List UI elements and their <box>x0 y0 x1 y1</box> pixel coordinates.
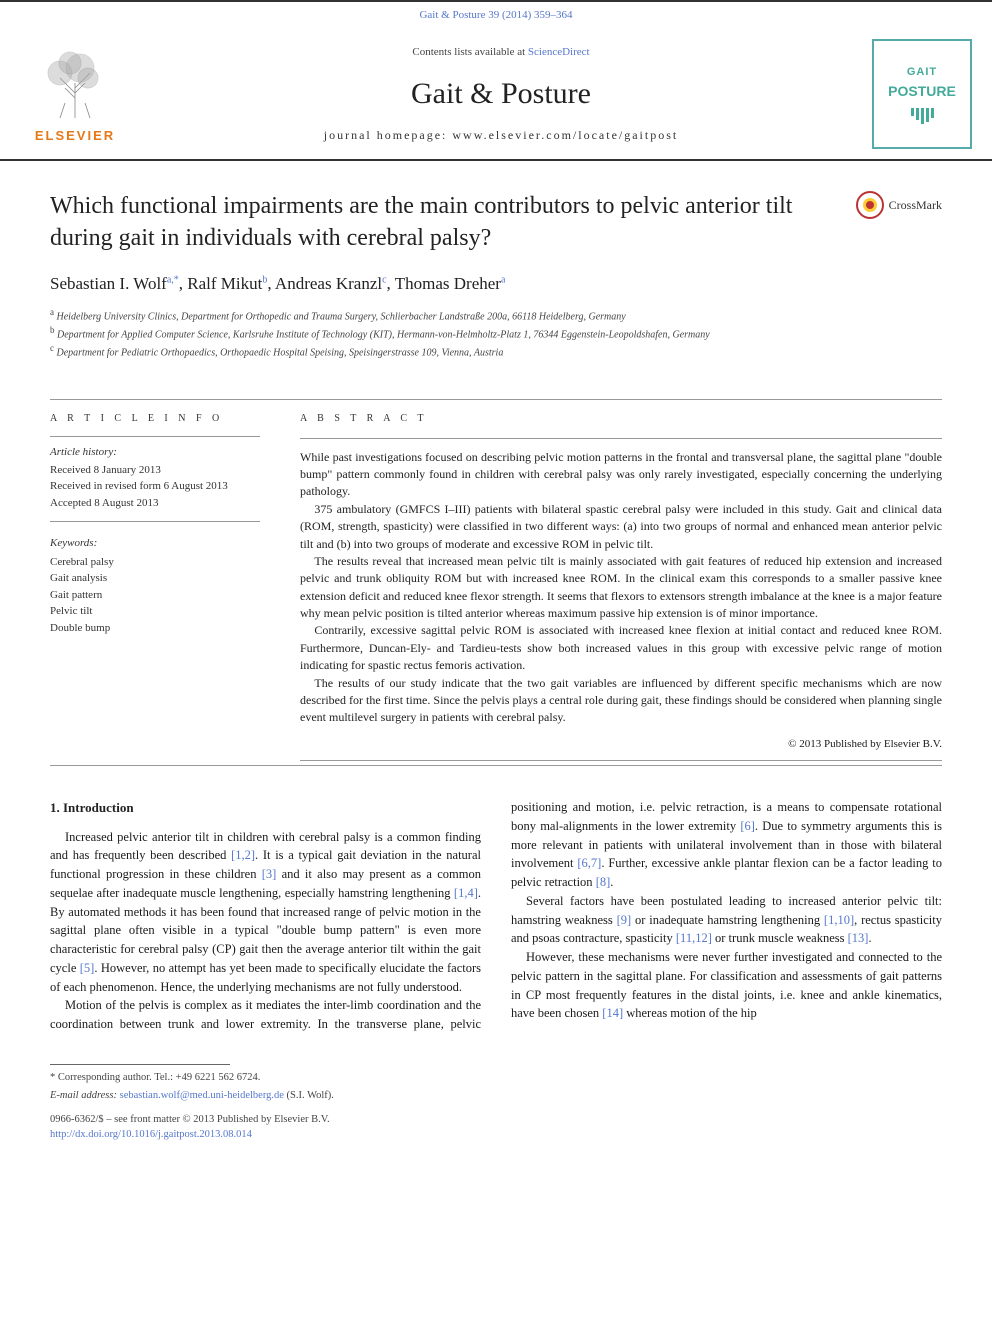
journal-name: Gait & Posture <box>150 73 852 115</box>
info-abstract-row: A R T I C L E I N F O Article history: R… <box>0 412 992 762</box>
keywords-label: Keywords: <box>50 536 260 551</box>
divider-line <box>50 399 942 400</box>
journal-homepage: journal homepage: www.elsevier.com/locat… <box>150 127 852 144</box>
section-heading: 1. Introduction <box>50 798 481 818</box>
elsevier-text: ELSEVIER <box>35 127 115 145</box>
keywords-block: Keywords: Cerebral palsyGait analysisGai… <box>50 536 260 636</box>
crossmark-badge[interactable]: CrossMark <box>856 191 942 219</box>
abstract-copyright: © 2013 Published by Elsevier B.V. <box>300 737 942 752</box>
contents-available-line: Contents lists available at ScienceDirec… <box>150 45 852 60</box>
abstract-divider-bottom <box>300 760 942 761</box>
email-suffix: (S.I. Wolf). <box>284 1090 334 1101</box>
elsevier-logo: ELSEVIER <box>20 39 130 149</box>
article-info-column: A R T I C L E I N F O Article history: R… <box>50 412 260 762</box>
crossmark-icon <box>856 191 884 219</box>
authors-line: Sebastian I. Wolfa,*, Ralf Mikutb, Andre… <box>50 272 942 296</box>
abstract-text: While past investigations focused on des… <box>300 449 942 727</box>
affiliations-block: a Heidelberg University Clinics, Departm… <box>50 306 942 361</box>
article-title: Which functional impairments are the mai… <box>50 191 836 253</box>
crossmark-label: CrossMark <box>889 197 942 214</box>
info-divider-2 <box>50 521 260 522</box>
keywords-list: Cerebral palsyGait analysisGait patternP… <box>50 554 260 637</box>
section-title: Introduction <box>63 800 134 815</box>
info-divider <box>50 436 260 437</box>
email-link[interactable]: sebastian.wolf@med.uni-heidelberg.de <box>120 1090 284 1101</box>
corresponding-author: * Corresponding author. Tel.: +49 6221 5… <box>50 1071 942 1086</box>
cover-title: GAIT <box>907 65 937 80</box>
journal-cover-thumbnail: GAIT POSTURE <box>872 39 972 149</box>
contents-label: Contents lists available at <box>412 46 527 58</box>
article-header-section: Which functional impairments are the mai… <box>0 161 992 380</box>
section-number: 1. <box>50 800 60 815</box>
journal-reference: Gait & Posture 39 (2014) 359–364 <box>0 2 992 29</box>
journal-header: Gait & Posture 39 (2014) 359–364 ELSEVIE… <box>0 0 992 161</box>
email-line: E-mail address: sebastian.wolf@med.uni-h… <box>50 1089 942 1104</box>
abstract-heading: A B S T R A C T <box>300 412 942 426</box>
header-main-row: ELSEVIER Contents lists available at Sci… <box>0 29 992 159</box>
article-history-text: Received 8 January 2013Received in revis… <box>50 462 260 512</box>
header-center: Contents lists available at ScienceDirec… <box>150 45 852 143</box>
cover-subtitle: POSTURE <box>888 82 956 102</box>
email-label: E-mail address: <box>50 1090 120 1101</box>
article-info-heading: A R T I C L E I N F O <box>50 412 260 426</box>
article-body: 1. Introduction Increased pelvic anterio… <box>0 778 992 1054</box>
issn-line: 0966-6362/$ – see front matter © 2013 Pu… <box>50 1113 942 1128</box>
abstract-column: A B S T R A C T While past investigation… <box>300 412 942 762</box>
footer-divider <box>50 1064 230 1065</box>
footer-section: * Corresponding author. Tel.: +49 6221 5… <box>0 1054 992 1163</box>
doi-link[interactable]: http://dx.doi.org/10.1016/j.gaitpost.201… <box>50 1129 252 1140</box>
elsevier-tree-icon <box>30 43 120 123</box>
article-history-label: Article history: <box>50 445 260 460</box>
body-paragraphs: Increased pelvic anterior tilt in childr… <box>50 798 942 1034</box>
sciencedirect-link[interactable]: ScienceDirect <box>528 46 590 58</box>
cover-bars-icon <box>911 108 934 124</box>
title-row: Which functional impairments are the mai… <box>50 191 942 253</box>
divider-line-2 <box>50 765 942 766</box>
abstract-divider <box>300 438 942 439</box>
